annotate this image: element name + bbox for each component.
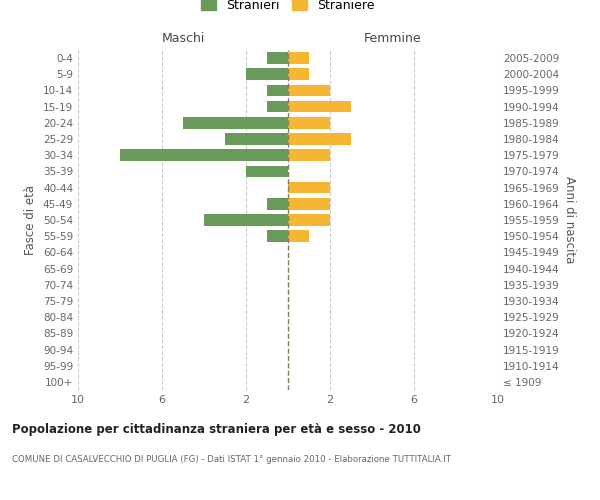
Text: Popolazione per cittadinanza straniera per età e sesso - 2010: Popolazione per cittadinanza straniera p… [12, 422, 421, 436]
Bar [288, 84, 330, 96]
Bar [246, 166, 288, 177]
Text: COMUNE DI CASALVECCHIO DI PUGLIA (FG) - Dati ISTAT 1° gennaio 2010 - Elaborazion: COMUNE DI CASALVECCHIO DI PUGLIA (FG) - … [12, 455, 451, 464]
Bar [267, 198, 288, 209]
Bar [267, 52, 288, 64]
Bar [204, 214, 288, 226]
Bar [288, 52, 309, 64]
Text: Femmine: Femmine [364, 32, 422, 45]
Bar [225, 133, 288, 145]
Bar [288, 182, 330, 194]
Bar [120, 150, 288, 161]
Y-axis label: Fasce di età: Fasce di età [25, 185, 37, 255]
Bar [288, 133, 351, 145]
Bar [288, 214, 330, 226]
Y-axis label: Anni di nascita: Anni di nascita [563, 176, 576, 264]
Legend: Stranieri, Straniere: Stranieri, Straniere [197, 0, 379, 16]
Text: Maschi: Maschi [161, 32, 205, 45]
Bar [288, 101, 351, 112]
Bar [288, 150, 330, 161]
Bar [288, 198, 330, 209]
Bar [267, 101, 288, 112]
Bar [288, 230, 309, 242]
Bar [183, 117, 288, 128]
Bar [246, 68, 288, 80]
Bar [288, 117, 330, 128]
Bar [267, 84, 288, 96]
Bar [267, 230, 288, 242]
Bar [288, 68, 309, 80]
